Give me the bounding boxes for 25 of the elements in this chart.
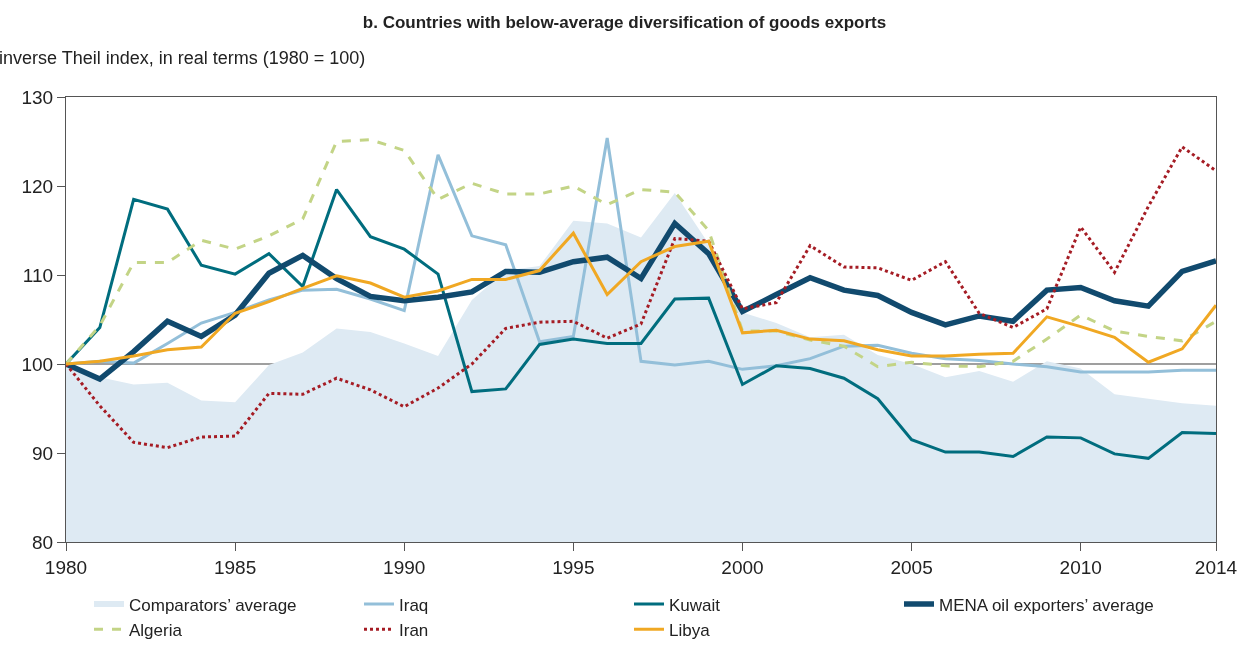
x-tick-label: 2014 (1194, 556, 1238, 578)
y-tick-label: 120 (21, 175, 54, 197)
x-tick-label: 2010 (1059, 556, 1102, 578)
x-tick-label: 1980 (44, 556, 88, 578)
x-tick-label: 1995 (552, 556, 595, 578)
legend-label: Comparators’ average (129, 595, 297, 615)
x-tick-label: 1985 (213, 556, 257, 578)
y-tick-label: 100 (21, 353, 54, 375)
legend-label: Algeria (129, 620, 183, 640)
legend-label: Iraq (399, 595, 429, 615)
x-tick-label: 1990 (383, 556, 426, 578)
chart-title: b. Countries with below-average diversification of goods exports (362, 13, 887, 33)
legend-label: Libya (669, 620, 711, 640)
legend-label: Iran (399, 620, 429, 640)
y-tick-label: 90 (31, 442, 54, 464)
y-axis-title: inverse Theil index, in real terms (1980 = 100) (0, 48, 366, 68)
x-tick-label: 2005 (890, 556, 933, 578)
line-series (66, 231, 1216, 366)
line-series (66, 145, 1216, 450)
y-tick-label: 130 (21, 86, 54, 108)
y-tick-label: 110 (22, 264, 54, 286)
y-tick-label: 80 (31, 531, 54, 553)
legend-label: MENA oil exporters’ average (939, 595, 1154, 615)
legend-label: Kuwait (669, 595, 721, 615)
x-tick-label: 2000 (721, 556, 764, 578)
